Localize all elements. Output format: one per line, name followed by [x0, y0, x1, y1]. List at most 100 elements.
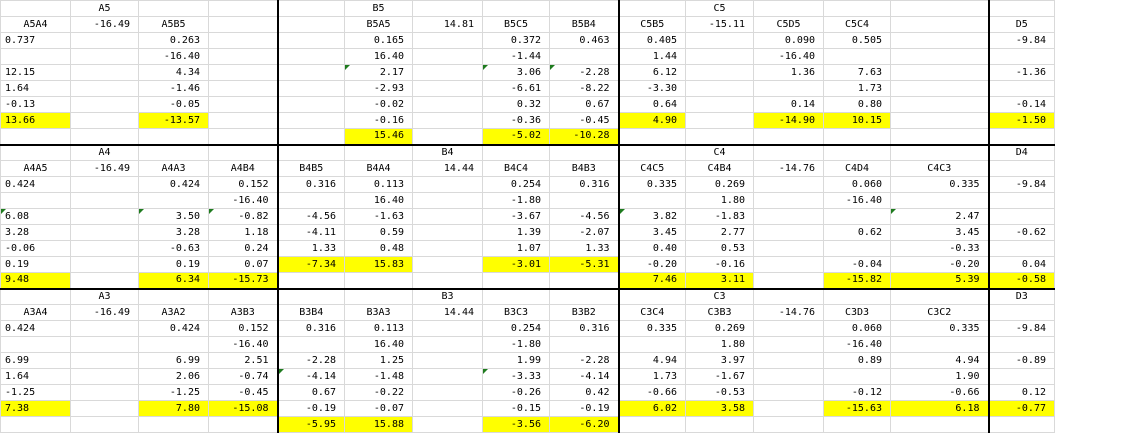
sheet-cell[interactable] — [70, 256, 139, 273]
sheet-cell[interactable] — [412, 352, 483, 369]
sheet-cell[interactable]: -4.56 — [549, 208, 619, 225]
sheet-cell[interactable]: 1.64 — [0, 80, 71, 97]
sheet-cell[interactable]: -1.46 — [138, 80, 209, 97]
sheet-cell[interactable]: 0.24 — [208, 240, 278, 257]
sheet-cell[interactable] — [685, 64, 754, 81]
sheet-cell[interactable] — [276, 32, 345, 49]
sheet-cell[interactable]: -0.12 — [823, 384, 891, 401]
sheet-cell[interactable] — [890, 48, 989, 65]
sheet-cell[interactable] — [549, 272, 619, 289]
sheet-cell[interactable]: 0.14 — [753, 96, 824, 113]
sheet-cell[interactable] — [753, 256, 824, 273]
sheet-cell[interactable]: 3.97 — [685, 352, 754, 369]
sheet-cell[interactable]: B5C5 — [482, 16, 550, 33]
sheet-cell[interactable]: -16.49 — [70, 160, 139, 177]
sheet-cell[interactable]: -14.90 — [753, 112, 824, 129]
sheet-cell[interactable] — [276, 336, 345, 353]
sheet-cell[interactable] — [276, 112, 345, 129]
sheet-cell[interactable] — [890, 16, 989, 33]
sheet-cell[interactable]: 0.113 — [344, 176, 413, 193]
sheet-cell[interactable] — [890, 32, 989, 49]
sheet-cell[interactable]: -5.31 — [549, 256, 619, 273]
sheet-cell[interactable] — [753, 352, 824, 369]
sheet-cell[interactable]: B3 — [412, 287, 483, 305]
sheet-cell[interactable]: 12.15 — [0, 64, 71, 81]
sheet-cell[interactable] — [987, 208, 1055, 225]
sheet-cell[interactable] — [987, 48, 1055, 65]
sheet-cell[interactable]: -4.11 — [276, 224, 345, 241]
sheet-cell[interactable]: -0.58 — [987, 272, 1055, 289]
sheet-cell[interactable] — [617, 287, 686, 305]
sheet-cell[interactable]: -15.82 — [823, 272, 891, 289]
sheet-cell[interactable]: 0.19 — [138, 256, 209, 273]
sheet-cell[interactable]: 0.165 — [344, 32, 413, 49]
sheet-cell[interactable]: 0.254 — [482, 320, 550, 337]
sheet-cell[interactable] — [412, 368, 483, 385]
sheet-cell[interactable]: -1.63 — [344, 208, 413, 225]
sheet-cell[interactable]: 2.17 — [344, 64, 413, 81]
sheet-cell[interactable]: 3.58 — [685, 400, 754, 417]
sheet-cell[interactable]: 0.090 — [753, 32, 824, 49]
sheet-cell[interactable]: -0.66 — [890, 384, 989, 401]
sheet-cell[interactable]: -0.66 — [617, 384, 686, 401]
sheet-cell[interactable] — [685, 80, 754, 97]
sheet-cell[interactable]: -1.80 — [482, 192, 550, 209]
sheet-cell[interactable]: -1.44 — [482, 48, 550, 65]
sheet-cell[interactable]: 1.80 — [685, 336, 754, 353]
sheet-cell[interactable]: 0.113 — [344, 320, 413, 337]
sheet-cell[interactable] — [208, 143, 278, 161]
sheet-cell[interactable]: C3 — [685, 287, 754, 305]
sheet-cell[interactable]: C5B5 — [617, 16, 686, 33]
sheet-cell[interactable]: -9.84 — [987, 176, 1055, 193]
sheet-cell[interactable]: 1.73 — [617, 368, 686, 385]
sheet-cell[interactable] — [412, 96, 483, 113]
sheet-cell[interactable] — [208, 128, 278, 145]
sheet-cell[interactable]: -0.33 — [890, 240, 989, 257]
sheet-cell[interactable] — [412, 176, 483, 193]
sheet-cell[interactable] — [987, 128, 1055, 145]
sheet-cell[interactable]: 4.90 — [617, 112, 686, 129]
sheet-cell[interactable]: -13.57 — [138, 112, 209, 129]
sheet-cell[interactable] — [617, 336, 686, 353]
sheet-cell[interactable]: -0.74 — [208, 368, 278, 385]
sheet-cell[interactable] — [70, 224, 139, 241]
sheet-cell[interactable]: -0.16 — [685, 256, 754, 273]
sheet-cell[interactable] — [685, 48, 754, 65]
sheet-cell[interactable]: -16.40 — [823, 336, 891, 353]
sheet-cell[interactable]: -0.89 — [987, 352, 1055, 369]
sheet-cell[interactable]: -16.40 — [138, 48, 209, 65]
sheet-cell[interactable]: A3 — [70, 287, 139, 305]
sheet-cell[interactable]: 14.44 — [412, 160, 483, 177]
sheet-cell[interactable] — [70, 400, 139, 417]
sheet-cell[interactable] — [70, 208, 139, 225]
sheet-cell[interactable]: 3.82 — [617, 208, 686, 225]
sheet-cell[interactable] — [412, 80, 483, 97]
sheet-cell[interactable]: -9.84 — [987, 320, 1055, 337]
sheet-cell[interactable] — [823, 368, 891, 385]
sheet-cell[interactable] — [823, 128, 891, 145]
sheet-cell[interactable]: -7.34 — [276, 256, 345, 273]
sheet-cell[interactable] — [412, 0, 483, 17]
sheet-cell[interactable]: 7.46 — [617, 272, 686, 289]
sheet-cell[interactable]: -0.20 — [617, 256, 686, 273]
sheet-cell[interactable]: 0.12 — [987, 384, 1055, 401]
sheet-cell[interactable] — [823, 416, 891, 433]
sheet-cell[interactable] — [70, 320, 139, 337]
sheet-cell[interactable]: 3.11 — [685, 272, 754, 289]
sheet-cell[interactable] — [890, 287, 989, 305]
sheet-cell[interactable] — [412, 400, 483, 417]
sheet-cell[interactable] — [138, 336, 209, 353]
sheet-cell[interactable] — [208, 32, 278, 49]
sheet-cell[interactable]: 15.46 — [344, 128, 413, 145]
sheet-cell[interactable] — [890, 80, 989, 97]
sheet-cell[interactable]: 0.505 — [823, 32, 891, 49]
sheet-cell[interactable] — [617, 192, 686, 209]
sheet-cell[interactable]: -0.13 — [0, 96, 71, 113]
sheet-cell[interactable]: 6.08 — [0, 208, 71, 225]
sheet-cell[interactable] — [208, 80, 278, 97]
sheet-cell[interactable] — [0, 192, 71, 209]
sheet-cell[interactable]: -3.01 — [482, 256, 550, 273]
sheet-cell[interactable]: 10.15 — [823, 112, 891, 129]
sheet-cell[interactable]: 16.40 — [344, 336, 413, 353]
sheet-cell[interactable]: -1.50 — [987, 112, 1055, 129]
